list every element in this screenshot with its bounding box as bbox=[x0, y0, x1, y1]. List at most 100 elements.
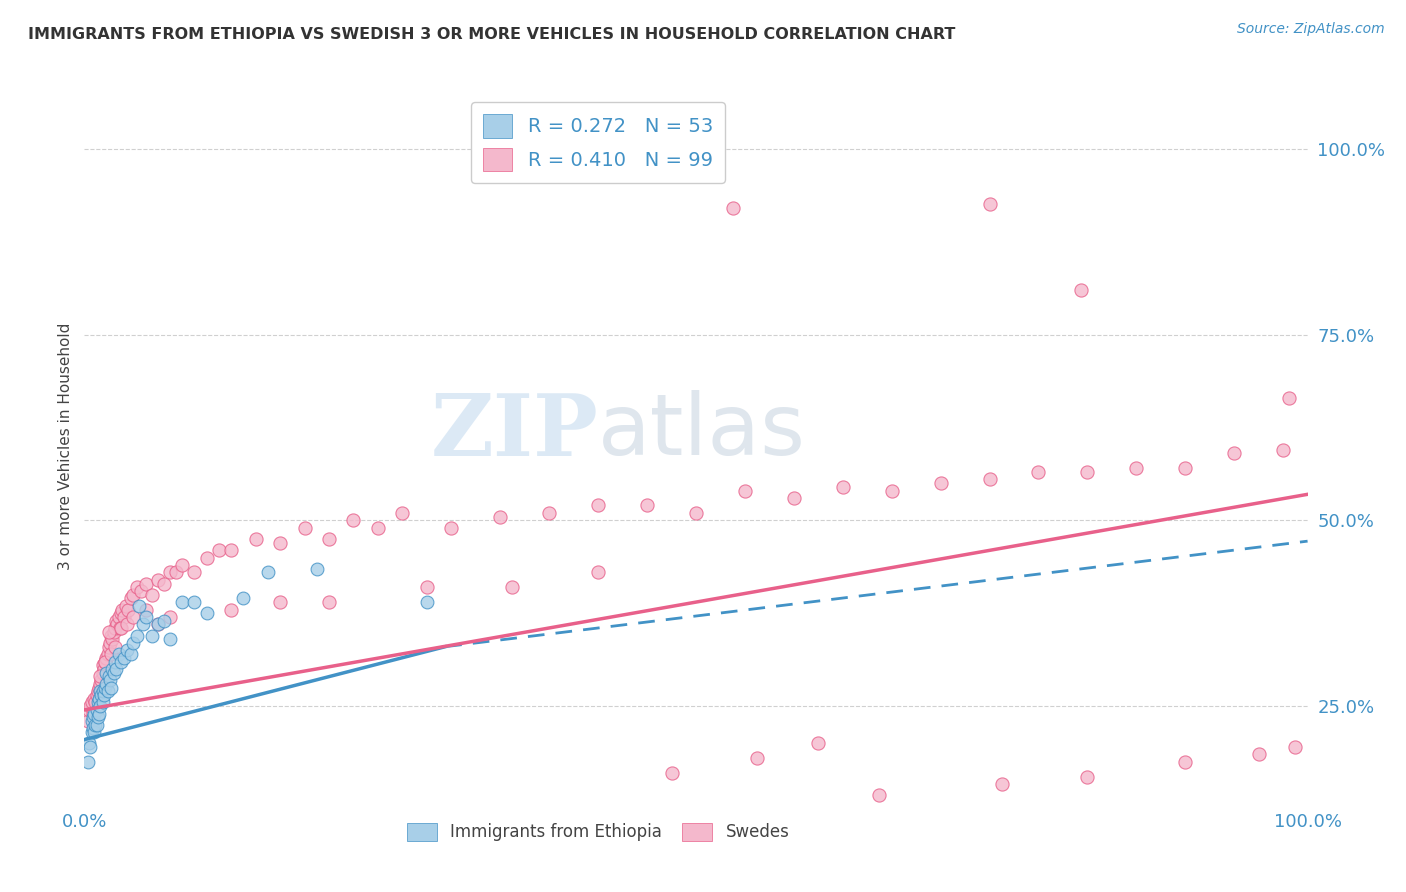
Point bbox=[79, 740, 101, 755]
Point bbox=[96, 677, 118, 691]
Point bbox=[100, 629, 122, 643]
Point bbox=[172, 558, 194, 572]
Point bbox=[111, 602, 134, 616]
Point bbox=[115, 599, 138, 613]
Point bbox=[1125, 461, 1147, 475]
Point bbox=[108, 621, 131, 635]
Point bbox=[84, 696, 107, 710]
Point bbox=[135, 602, 157, 616]
Point bbox=[120, 647, 142, 661]
Point bbox=[115, 643, 138, 657]
Point bbox=[165, 566, 187, 580]
Point bbox=[94, 655, 117, 669]
Point bbox=[502, 580, 524, 594]
Point bbox=[82, 706, 104, 721]
Point bbox=[661, 766, 683, 780]
Point bbox=[979, 197, 1001, 211]
Point bbox=[232, 591, 254, 606]
Point bbox=[103, 665, 125, 680]
Point bbox=[87, 691, 110, 706]
Point bbox=[219, 602, 242, 616]
Text: Source: ZipAtlas.com: Source: ZipAtlas.com bbox=[1237, 22, 1385, 37]
Point bbox=[318, 532, 340, 546]
Point bbox=[1284, 740, 1306, 755]
Point bbox=[91, 658, 114, 673]
Point bbox=[489, 509, 512, 524]
Point bbox=[89, 699, 111, 714]
Point bbox=[77, 703, 100, 717]
Point bbox=[416, 595, 439, 609]
Point bbox=[100, 681, 122, 695]
Point bbox=[107, 647, 129, 661]
Point bbox=[105, 614, 128, 628]
Point bbox=[807, 736, 830, 750]
Point bbox=[1070, 283, 1092, 297]
Point bbox=[97, 647, 120, 661]
Point bbox=[1076, 465, 1098, 479]
Point bbox=[120, 591, 142, 606]
Point bbox=[79, 699, 101, 714]
Point bbox=[1247, 747, 1270, 762]
Point bbox=[90, 688, 112, 702]
Point bbox=[97, 640, 120, 654]
Y-axis label: 3 or more Vehicles in Household: 3 or more Vehicles in Household bbox=[58, 322, 73, 570]
Point bbox=[87, 681, 110, 695]
Point bbox=[128, 599, 150, 613]
Point bbox=[89, 684, 111, 698]
Point bbox=[97, 684, 120, 698]
Point bbox=[83, 691, 105, 706]
Point bbox=[135, 610, 157, 624]
Point bbox=[86, 688, 108, 702]
Point bbox=[869, 789, 891, 803]
Point bbox=[294, 521, 316, 535]
Point bbox=[80, 714, 103, 728]
Point bbox=[115, 617, 138, 632]
Point bbox=[1272, 442, 1295, 457]
Text: IMMIGRANTS FROM ETHIOPIA VS SWEDISH 3 OR MORE VEHICLES IN HOUSEHOLD CORRELATION : IMMIGRANTS FROM ETHIOPIA VS SWEDISH 3 OR… bbox=[28, 27, 956, 42]
Point bbox=[208, 543, 231, 558]
Point bbox=[91, 665, 114, 680]
Point bbox=[1076, 770, 1098, 784]
Point bbox=[110, 621, 132, 635]
Point bbox=[83, 706, 105, 721]
Point bbox=[77, 736, 100, 750]
Point bbox=[636, 499, 658, 513]
Point bbox=[1278, 391, 1301, 405]
Point bbox=[342, 513, 364, 527]
Point bbox=[721, 201, 744, 215]
Point bbox=[245, 532, 267, 546]
Point bbox=[416, 580, 439, 594]
Point bbox=[586, 566, 609, 580]
Point bbox=[98, 673, 121, 688]
Point bbox=[747, 751, 769, 765]
Point bbox=[153, 576, 176, 591]
Point bbox=[685, 506, 707, 520]
Point bbox=[146, 617, 169, 632]
Point bbox=[195, 607, 218, 621]
Point bbox=[91, 684, 114, 698]
Point bbox=[122, 588, 145, 602]
Point bbox=[172, 595, 194, 609]
Point bbox=[318, 595, 340, 609]
Point bbox=[89, 677, 111, 691]
Point bbox=[96, 665, 118, 680]
Point bbox=[122, 610, 145, 624]
Point bbox=[440, 521, 463, 535]
Point bbox=[110, 655, 132, 669]
Point bbox=[104, 621, 127, 635]
Point bbox=[783, 491, 806, 505]
Point bbox=[94, 655, 117, 669]
Point bbox=[734, 483, 756, 498]
Point bbox=[105, 662, 128, 676]
Point bbox=[1223, 446, 1246, 460]
Point bbox=[101, 662, 124, 676]
Point bbox=[87, 710, 110, 724]
Point bbox=[831, 480, 853, 494]
Point bbox=[104, 640, 127, 654]
Point bbox=[98, 636, 121, 650]
Point bbox=[991, 777, 1014, 791]
Point bbox=[90, 673, 112, 688]
Point bbox=[195, 550, 218, 565]
Point bbox=[125, 580, 148, 594]
Text: atlas: atlas bbox=[598, 390, 806, 474]
